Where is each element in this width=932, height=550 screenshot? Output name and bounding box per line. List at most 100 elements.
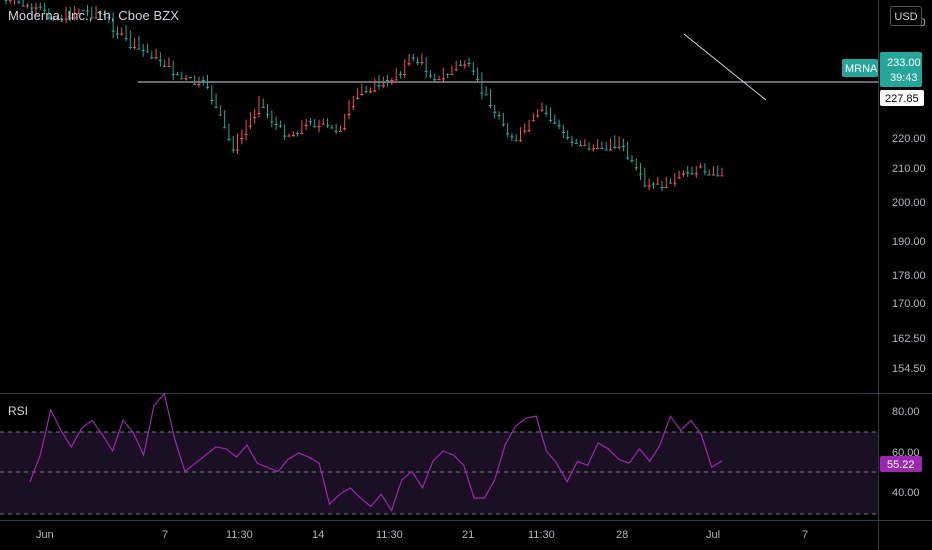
candle-body [77, 12, 81, 14]
candle-body [420, 62, 424, 64]
candle-body [364, 91, 368, 93]
candle-body [317, 126, 321, 128]
candle-body [68, 17, 72, 19]
time-label-14: 14 [312, 529, 324, 541]
candle-body [227, 138, 231, 140]
candle-body [433, 79, 437, 81]
candle-body [270, 121, 274, 123]
candle-body [518, 140, 523, 142]
candle-body [120, 33, 124, 35]
candle-body [128, 46, 132, 48]
symbol-tag-text: MRNA [845, 63, 878, 75]
candle-body [64, 18, 68, 20]
candle-body [463, 64, 467, 66]
time-label-1130-b: 11:30 [376, 529, 403, 541]
price-tick-190: 190.00 [892, 236, 926, 248]
candle-body [34, 7, 38, 9]
candle-body [201, 80, 205, 82]
candle-body [274, 123, 278, 125]
candle-body [25, 5, 30, 7]
candle-body [244, 133, 248, 135]
candle-body [690, 173, 694, 175]
candle-body [467, 63, 471, 65]
candle-body [514, 140, 518, 142]
time-label-21: 21 [462, 529, 474, 541]
candle-body [38, 6, 42, 8]
candle-body [141, 49, 145, 51]
candle-body [677, 177, 681, 179]
candle-body [446, 73, 450, 75]
candle-body [235, 149, 240, 151]
candle-body [626, 157, 630, 159]
candle-body [476, 78, 480, 80]
candle-body [21, 5, 25, 7]
time-label-1130-a: 11:30 [226, 529, 253, 541]
candle-body [321, 123, 325, 125]
candles-group [4, 0, 724, 192]
candle-body [60, 18, 64, 20]
rsi-tick-80: 80.00 [892, 406, 920, 418]
candle-body [411, 57, 415, 59]
candle-body [313, 126, 317, 128]
candle-body [480, 92, 484, 94]
candle-body [373, 90, 377, 92]
time-label-jun: Jun [36, 529, 54, 541]
candle-body [154, 57, 158, 59]
candle-body [536, 115, 540, 117]
candle-body [488, 105, 493, 107]
candle-body [621, 146, 625, 148]
rsi-band [0, 432, 878, 514]
candle-body [578, 145, 583, 147]
candle-body [548, 119, 553, 121]
candle-body [454, 69, 458, 71]
candle-body [566, 137, 570, 139]
candle-body [325, 125, 330, 127]
trendline[interactable] [683, 33, 767, 101]
candle-body [664, 187, 668, 189]
candle-body [591, 148, 595, 150]
chart-title: Moderna, Inc., 1h, Cboe BZX [8, 8, 180, 23]
candle-body [596, 148, 600, 150]
rsi-value-tag [880, 456, 922, 472]
candle-body [570, 141, 574, 143]
candle-body [265, 113, 270, 115]
candle-body [360, 94, 364, 96]
candle-body [600, 147, 604, 149]
candle-body [651, 183, 656, 185]
time-label-28: 28 [616, 529, 628, 541]
candle-body [17, 1, 21, 3]
candle-body [188, 77, 192, 79]
candle-body [574, 143, 578, 145]
candle-body [484, 94, 488, 96]
candle-body [673, 182, 677, 184]
candle-body [107, 16, 111, 18]
time-label-7: 7 [162, 529, 168, 541]
time-label-7-jul: 7 [802, 529, 808, 541]
candle-body [180, 78, 184, 80]
candle-body [42, 9, 47, 11]
rsi-label: RSI [8, 404, 29, 418]
candle-body [660, 187, 664, 189]
symbol-tag [842, 59, 878, 77]
price-tick-154: 154.50 [892, 363, 926, 375]
candle-body [711, 174, 716, 176]
candle-body [686, 172, 690, 174]
currency-button[interactable]: USD [890, 6, 922, 26]
candle-body [30, 7, 34, 9]
candle-body [145, 51, 150, 53]
candle-body [72, 17, 77, 19]
line-price-text: 227.85 [885, 93, 919, 105]
candle-body [441, 78, 445, 80]
candle-body [698, 166, 703, 168]
candle-body [184, 78, 188, 80]
candle-body [351, 106, 355, 108]
candle-body [231, 149, 235, 151]
candle-body [338, 130, 343, 132]
candle-body [385, 80, 390, 82]
candle-body [707, 174, 711, 176]
candle-body [334, 130, 338, 132]
candle-body [368, 91, 373, 93]
candle-body [90, 17, 94, 19]
candle-body [167, 65, 171, 67]
